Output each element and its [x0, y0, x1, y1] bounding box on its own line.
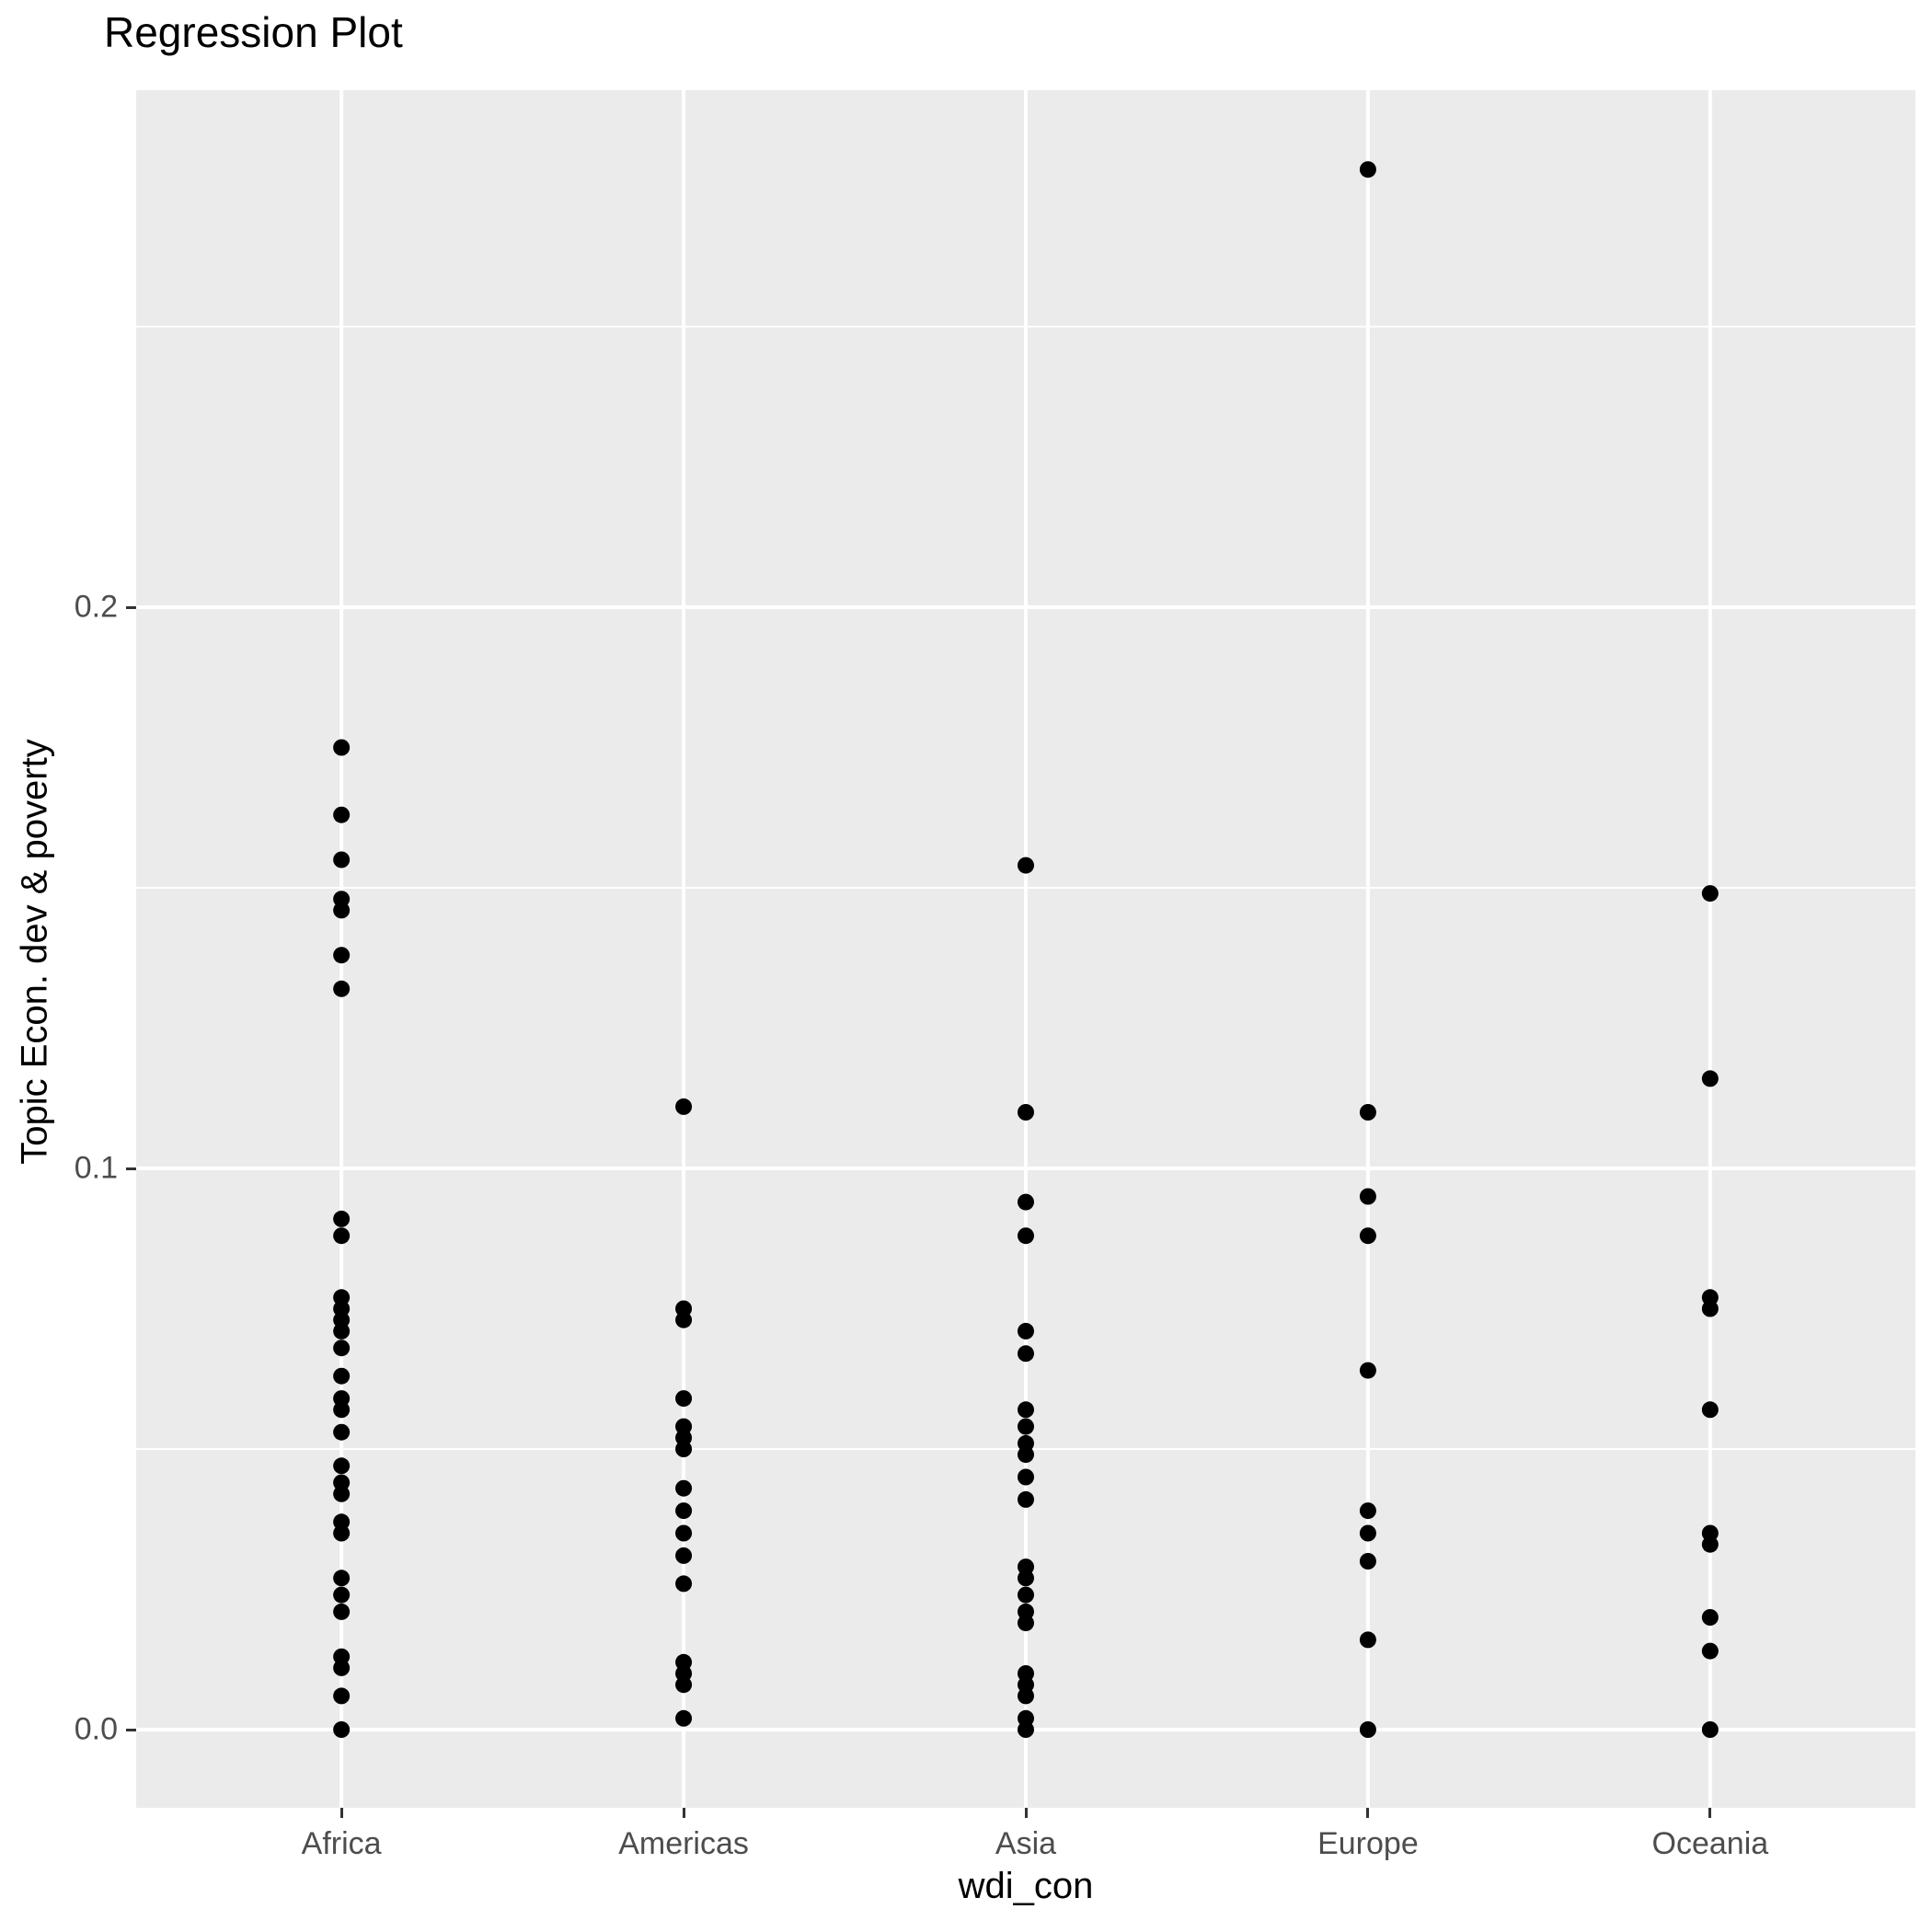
data-point [1018, 1721, 1034, 1738]
data-point [1359, 1227, 1376, 1245]
data-point [1018, 1227, 1034, 1245]
data-point [1018, 1401, 1034, 1419]
data-point [333, 739, 351, 756]
data-point [333, 1485, 351, 1502]
data-point [1018, 1586, 1034, 1604]
x-axis-title: wdi_con [958, 1866, 1094, 1906]
data-point [1018, 857, 1034, 874]
data-point [1701, 885, 1719, 903]
data-point [333, 1687, 351, 1705]
data-point [1018, 1490, 1034, 1508]
data-point [1018, 1615, 1034, 1632]
data-point [1359, 1721, 1376, 1738]
data-point [1701, 1070, 1719, 1087]
data-point [1018, 1193, 1034, 1211]
y-tick-label: 0.1 [74, 1150, 118, 1186]
data-point [333, 1586, 351, 1604]
y-tick-mark [126, 1167, 136, 1170]
data-point [1359, 1524, 1376, 1542]
x-tick-label: Americas [618, 1826, 749, 1861]
data-point [1018, 1418, 1034, 1435]
data-point [333, 1524, 351, 1542]
x-tick-mark [1024, 1808, 1028, 1818]
data-point [1018, 1446, 1034, 1464]
data-point [333, 1659, 351, 1676]
y-tick-mark [126, 605, 136, 609]
data-point [1701, 1642, 1719, 1660]
data-point [333, 947, 351, 964]
x-tick-label: Europe [1317, 1826, 1419, 1861]
data-point [333, 1570, 351, 1587]
x-tick-mark [1366, 1808, 1370, 1818]
x-tick-label: Oceania [1651, 1826, 1769, 1861]
data-point [675, 1098, 693, 1115]
data-point [1018, 1322, 1034, 1340]
data-point [333, 1401, 351, 1419]
data-point [333, 806, 351, 823]
data-point [1018, 1687, 1034, 1705]
data-point [1018, 1345, 1034, 1363]
data-point [333, 1322, 351, 1340]
y-tick-mark [126, 1728, 136, 1731]
data-point [1701, 1535, 1719, 1553]
data-point [1359, 1631, 1376, 1649]
x-tick-mark [339, 1808, 343, 1818]
data-point [333, 902, 351, 919]
data-point [333, 1367, 351, 1385]
data-point [1359, 1553, 1376, 1570]
data-point [1701, 1609, 1719, 1626]
y-tick-label: 0.0 [74, 1711, 118, 1747]
data-point [1701, 1721, 1719, 1738]
data-point [1359, 1188, 1376, 1205]
data-point [333, 1210, 351, 1227]
data-point [1018, 1570, 1034, 1587]
data-point [675, 1441, 693, 1457]
data-point [1018, 1104, 1034, 1121]
plot-panel [136, 90, 1915, 1808]
data-point [675, 1479, 693, 1497]
data-point [333, 1721, 351, 1738]
data-point [1359, 1502, 1376, 1520]
data-point [1359, 1104, 1376, 1121]
data-point [675, 1575, 693, 1593]
data-point [333, 980, 351, 997]
plot-canvas [136, 90, 1915, 1808]
data-point [675, 1311, 693, 1328]
data-point [333, 1340, 351, 1357]
x-tick-label: Asia [995, 1826, 1057, 1861]
data-point [333, 1423, 351, 1441]
data-point [333, 1457, 351, 1475]
data-point [675, 1709, 693, 1727]
data-point [333, 851, 351, 868]
data-point [333, 1603, 351, 1620]
x-tick-label: Africa [301, 1826, 382, 1861]
data-point [1701, 1401, 1719, 1419]
data-point [1359, 1362, 1376, 1379]
data-point [675, 1502, 693, 1520]
data-point [675, 1676, 693, 1694]
x-tick-mark [682, 1808, 685, 1818]
data-point [1701, 1300, 1719, 1317]
data-point [1359, 161, 1376, 178]
data-point [333, 1227, 351, 1245]
data-point [675, 1547, 693, 1564]
data-point [1018, 1468, 1034, 1486]
chart-title: Regression Plot [104, 8, 403, 56]
y-tick-label: 0.2 [74, 589, 118, 625]
x-tick-mark [1708, 1808, 1712, 1818]
data-point [675, 1524, 693, 1542]
y-axis-title: Topic Econ. dev & poverty [14, 739, 55, 1165]
data-point [675, 1390, 693, 1408]
